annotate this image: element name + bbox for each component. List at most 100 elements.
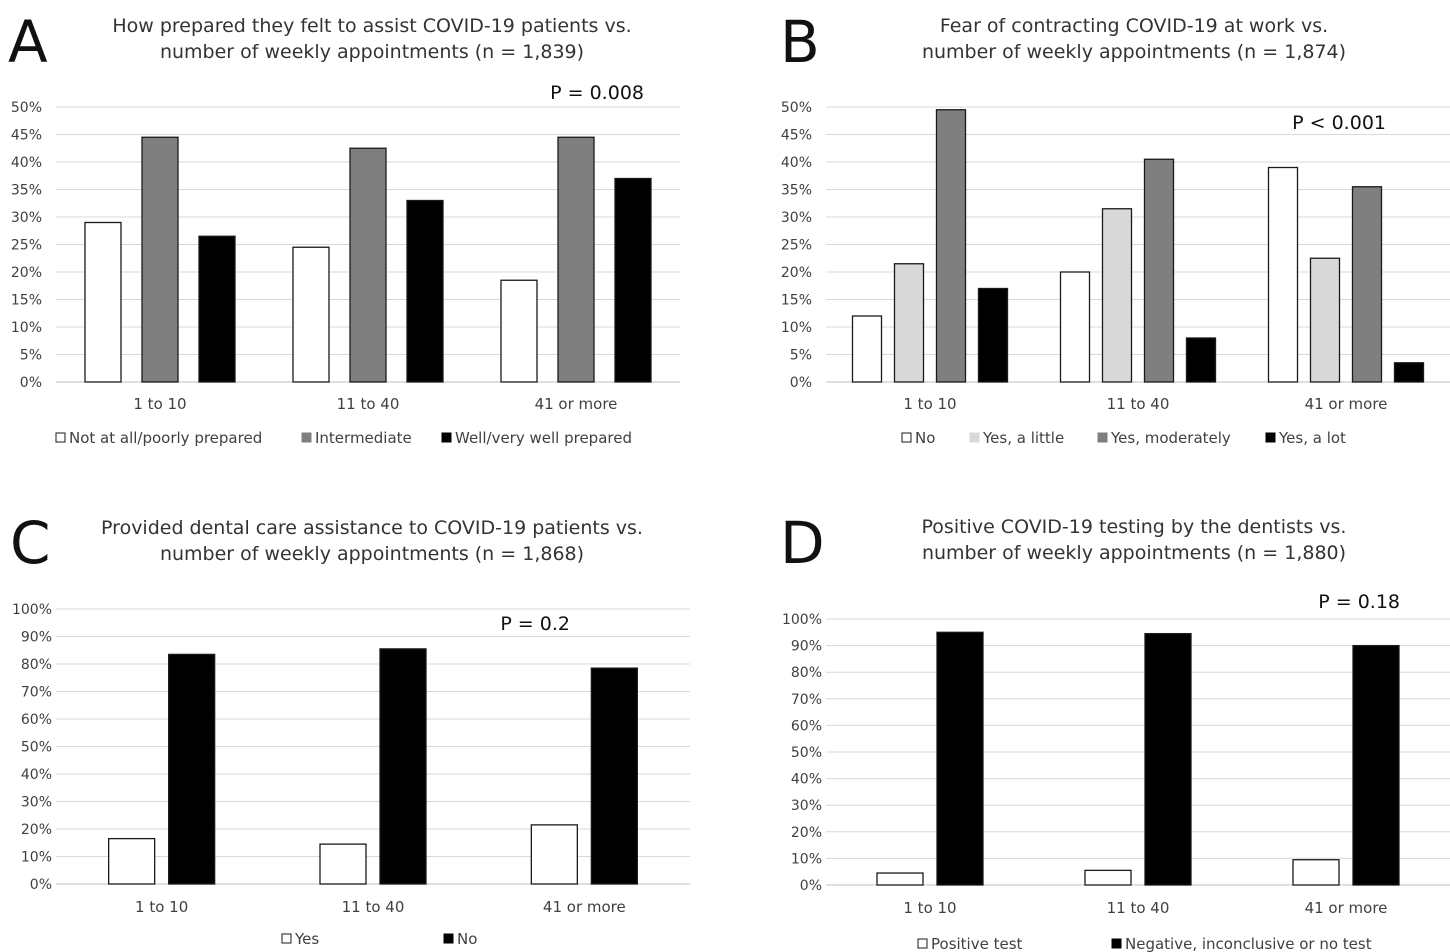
bar-b-s0-c2 — [1267, 166, 1299, 383]
panel-c: C Provided dental care assistance to COVI… — [10, 509, 690, 948]
y-tick-label: 100% — [12, 602, 52, 618]
bar-b-s3-c2 — [1393, 362, 1425, 383]
panel-d: D Positive COVID-19 testing by the dentis… — [780, 509, 1450, 952]
p-value-label: P = 0.18 — [1318, 591, 1400, 613]
bar-d-s1-c0 — [936, 631, 984, 886]
bar-d-s0-c1 — [1084, 869, 1132, 886]
y-tick-label: 50% — [781, 100, 812, 116]
y-tick-label: 20% — [791, 825, 822, 841]
x-category-label: 41 or more — [1305, 395, 1388, 413]
bar-a-s2-c0 — [198, 235, 236, 383]
y-tick-label: 0% — [790, 375, 812, 391]
y-tick-label: 30% — [21, 795, 52, 811]
y-tick-label: 40% — [21, 767, 52, 783]
legend-label: No — [915, 429, 935, 447]
chart-title-line: Positive COVID-19 testing by the dentist… — [922, 516, 1347, 538]
legend-swatch — [901, 432, 912, 443]
y-tick-label: 90% — [791, 639, 822, 655]
panel-letter: A — [8, 8, 48, 76]
panel-a: A How prepared they felt to assist COVID-… — [8, 8, 680, 447]
legend-label: Yes, moderately — [1110, 429, 1231, 447]
p-value-label: P = 0.2 — [500, 613, 570, 635]
legend-label: Yes — [294, 930, 319, 948]
y-tick-label: 20% — [11, 265, 42, 281]
y-tick-label: 25% — [781, 238, 812, 254]
bar-b-s2-c1 — [1143, 158, 1175, 383]
bar-b-s3-c0 — [977, 287, 1009, 383]
panel-letter: D — [780, 509, 825, 577]
legend-label: Yes, a lot — [1278, 429, 1346, 447]
y-tick-label: 5% — [790, 348, 812, 364]
y-tick-label: 25% — [11, 238, 42, 254]
chart-title-line: number of weekly appointments (n = 1,880… — [922, 542, 1346, 564]
bar-a-s2-c2 — [614, 177, 652, 383]
y-tick-label: 100% — [782, 612, 822, 628]
y-tick-label: 30% — [791, 798, 822, 814]
y-tick-label: 45% — [11, 128, 42, 144]
legend-label: Well/very well prepared — [455, 429, 632, 447]
y-tick-label: 60% — [791, 718, 822, 734]
bar-b-s2-c2 — [1351, 186, 1383, 383]
x-category-label: 11 to 40 — [1107, 395, 1170, 413]
legend-label: Not at all/poorly prepared — [69, 429, 262, 447]
legend-label: No — [457, 930, 477, 948]
chart-title-line: number of weekly appointments (n = 1,868… — [160, 543, 584, 565]
y-tick-label: 15% — [11, 293, 42, 309]
bar-a-s1-c1 — [349, 147, 387, 383]
legend-swatch — [55, 432, 66, 443]
bar-b-s3-c1 — [1185, 337, 1217, 383]
bar-a-s1-c2 — [557, 136, 595, 383]
legend-swatch — [1111, 938, 1122, 949]
x-category-label: 11 to 40 — [342, 898, 405, 916]
legend-label: Intermediate — [315, 429, 412, 447]
bar-b-s0-c0 — [851, 315, 883, 383]
y-tick-label: 40% — [791, 772, 822, 788]
bar-a-s2-c1 — [406, 199, 444, 383]
bar-c-s0-c0 — [108, 837, 156, 885]
y-tick-label: 90% — [21, 630, 52, 646]
legend-swatch — [441, 432, 452, 443]
legend-swatch — [281, 933, 292, 944]
legend-swatch — [969, 432, 980, 443]
chart-title-line: Fear of contracting COVID-19 at work vs. — [940, 15, 1328, 37]
bar-a-s0-c2 — [500, 279, 538, 383]
x-category-label: 1 to 10 — [133, 395, 186, 413]
bar-d-s0-c0 — [876, 872, 924, 886]
chart-title-line: How prepared they felt to assist COVID-1… — [112, 15, 631, 37]
bar-b-s2-c0 — [935, 109, 967, 383]
bar-d-s1-c2 — [1352, 644, 1400, 886]
y-tick-label: 70% — [791, 692, 822, 708]
y-tick-label: 0% — [800, 878, 822, 894]
y-tick-label: 50% — [11, 100, 42, 116]
bar-c-s0-c1 — [319, 843, 367, 885]
y-tick-label: 10% — [21, 850, 52, 866]
bar-a-s0-c0 — [84, 221, 122, 383]
bar-c-s1-c0 — [168, 653, 216, 885]
legend-swatch — [301, 432, 312, 443]
y-tick-label: 35% — [781, 183, 812, 199]
y-tick-label: 80% — [21, 657, 52, 673]
legend-swatch — [443, 933, 454, 944]
y-tick-label: 35% — [11, 183, 42, 199]
bar-b-s1-c2 — [1309, 257, 1341, 383]
bar-d-s0-c2 — [1292, 859, 1340, 886]
panel-letter: B — [780, 8, 820, 76]
y-tick-label: 15% — [781, 293, 812, 309]
chart-title-line: number of weekly appointments (n = 1,839… — [160, 41, 584, 63]
x-category-label: 41 or more — [543, 898, 626, 916]
y-tick-label: 10% — [791, 851, 822, 867]
y-tick-label: 40% — [11, 155, 42, 171]
legend-label: Positive test — [931, 935, 1023, 952]
y-tick-label: 20% — [21, 822, 52, 838]
legend-swatch — [1097, 432, 1108, 443]
x-category-label: 41 or more — [1305, 899, 1388, 917]
legend-swatch — [917, 938, 928, 949]
y-tick-label: 60% — [21, 712, 52, 728]
x-category-label: 1 to 10 — [135, 898, 188, 916]
x-category-label: 1 to 10 — [903, 395, 956, 413]
y-tick-label: 80% — [791, 665, 822, 681]
y-tick-label: 0% — [30, 877, 52, 893]
y-tick-label: 20% — [781, 265, 812, 281]
bar-a-s1-c0 — [141, 136, 179, 383]
